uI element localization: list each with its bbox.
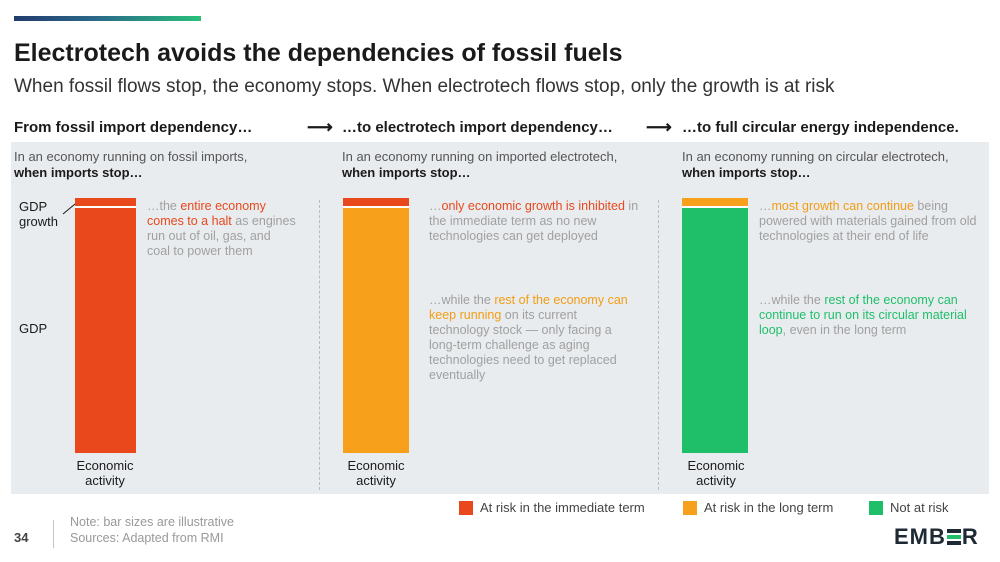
- legend-swatch: [869, 501, 883, 515]
- logo-e-mark-icon: [946, 529, 961, 545]
- economic-activity-label: Economic activity: [687, 458, 745, 488]
- bar-segment-growth: [682, 198, 748, 206]
- page-subtitle: When fossil flows stop, the economy stop…: [14, 76, 835, 97]
- column-heading-electrotech: …to electrotech import dependency…: [342, 119, 613, 136]
- electrotech-note-growth: …only economic growth is inhibited in th…: [429, 199, 639, 243]
- fossil-note: …the entire economy comes to a halt as e…: [147, 199, 296, 258]
- footnote-note: Note: bar sizes are illustrative: [70, 515, 234, 529]
- column-intro: In an economy running on fossil imports,…: [14, 149, 248, 180]
- legend-label: Not at risk: [890, 500, 949, 515]
- bar-segment-growth: [75, 198, 136, 206]
- footnote-sources: Sources: Adapted from RMI: [70, 531, 224, 545]
- legend-label: At risk in the immediate term: [480, 500, 645, 515]
- circular-note-economy: …while the rest of the economy can conti…: [759, 293, 967, 337]
- legend-label: At risk in the long term: [704, 500, 834, 515]
- column-divider: [319, 200, 320, 490]
- column-divider: [658, 200, 659, 490]
- arrow-right-icon: ⟶: [646, 117, 672, 137]
- legend-swatch: [459, 501, 473, 515]
- economic-activity-bar-fossil: [75, 198, 136, 453]
- bar-segment-growth: [343, 198, 409, 206]
- economic-activity-label: Economic activity: [347, 458, 405, 488]
- bar-segment-gdp: [343, 206, 409, 453]
- electrotech-note-economy: …while the rest of the economy can keep …: [429, 293, 628, 382]
- comparison-panel: [11, 142, 989, 494]
- legend-swatch: [683, 501, 697, 515]
- economic-activity-bar-electrotech: [343, 198, 409, 453]
- gdp-growth-label: GDP growth: [19, 199, 59, 229]
- arrow-right-icon: ⟶: [307, 117, 333, 137]
- gdp-growth-pointer: [62, 203, 76, 215]
- column-heading-fossil: From fossil import dependency…: [14, 119, 253, 136]
- column-intro: In an economy running on imported electr…: [342, 149, 618, 180]
- economic-activity-label: Economic activity: [76, 458, 134, 488]
- bar-segment-gdp: [75, 206, 136, 453]
- bar-segment-gdp: [682, 206, 748, 453]
- page-title: Electrotech avoids the dependencies of f…: [14, 39, 623, 67]
- column-heading-circular: …to full circular energy independence.: [682, 119, 959, 136]
- ember-logo: EMB R: [894, 524, 979, 549]
- page-number: 34: [14, 530, 29, 545]
- economic-activity-bar-circular: [682, 198, 748, 453]
- gdp-label: GDP: [19, 321, 48, 336]
- circular-note-growth: …most growth can continue being powered …: [759, 199, 977, 243]
- column-intro: In an economy running on circular electr…: [682, 149, 949, 180]
- footer-divider: [53, 520, 54, 548]
- accent-bar: [14, 16, 201, 21]
